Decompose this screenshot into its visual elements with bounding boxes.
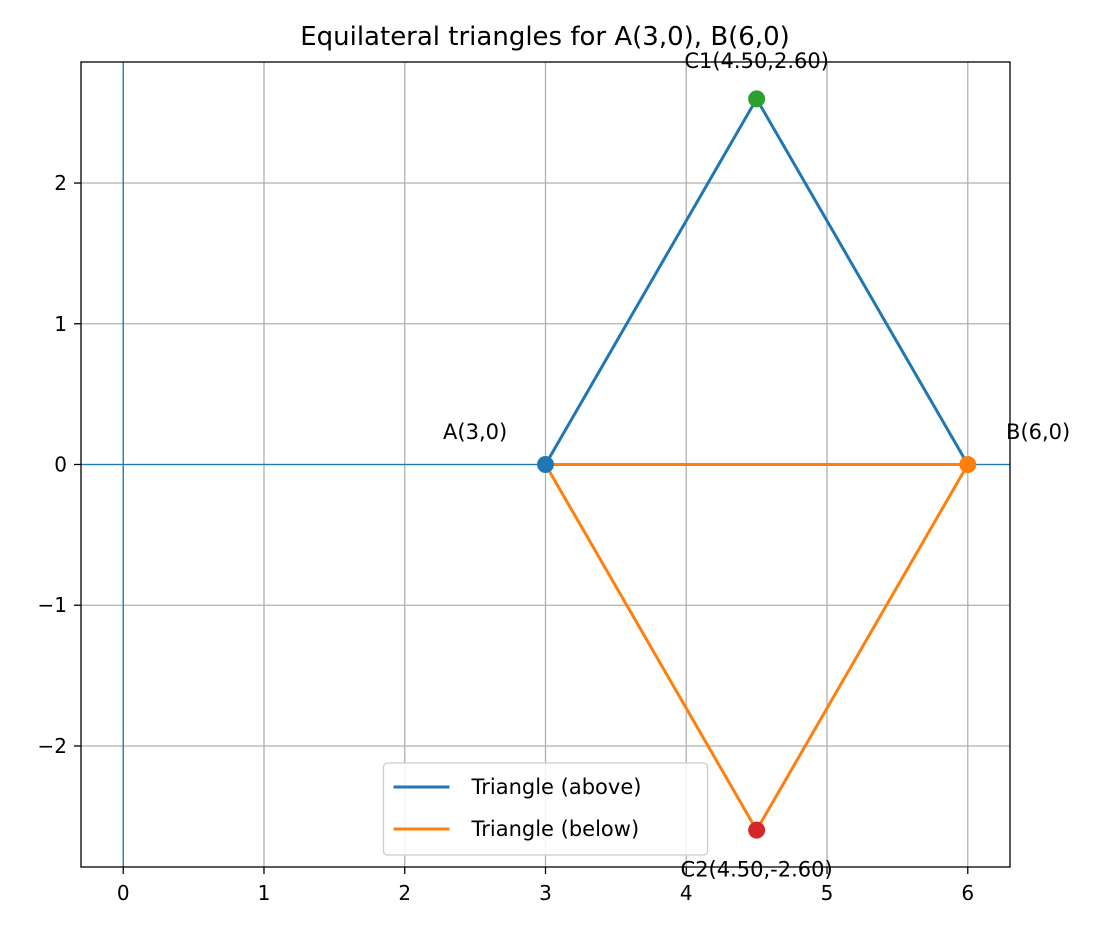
x-tick-label-3: 3	[539, 881, 552, 905]
point-marker-3	[748, 821, 766, 839]
point-label-3: C2(4.50,-2.60)	[681, 858, 833, 882]
legend-box	[382, 762, 709, 856]
series-lines	[544, 97, 970, 832]
point-label-2: C1(4.50,2.60)	[684, 49, 829, 73]
y-tick-label-2: 0	[54, 453, 67, 477]
point-marker-0	[537, 456, 554, 473]
y-tick-label-3: 1	[54, 312, 67, 336]
y-tick-label-1: −1	[38, 593, 67, 617]
x-tick-label-0: 0	[117, 881, 130, 905]
x-tick-label-2: 2	[398, 881, 411, 905]
x-tick-label-5: 5	[821, 881, 834, 905]
point-label-0: A(3,0)	[443, 420, 507, 444]
point-label-1: B(6,0)	[1006, 420, 1070, 444]
x-tick-label-6: 6	[961, 881, 974, 905]
legend-label-0: Triangle (above)	[471, 775, 642, 799]
labeled-points: A(3,0) B(6,0) C1(4.50,2.60) C2(4.50,-2.60)	[443, 49, 1070, 882]
point-marker-2	[748, 90, 766, 108]
legend: Triangle (above) Triangle (below)	[382, 762, 709, 856]
series-line-1	[544, 463, 970, 832]
y-tick-label-0: −2	[38, 734, 67, 758]
x-tick-label-4: 4	[680, 881, 693, 905]
chart-title: Equilateral triangles for A(3,0), B(6,0)	[300, 22, 790, 52]
point-marker-1	[959, 456, 977, 473]
legend-label-1: Triangle (below)	[471, 817, 640, 841]
axis-ticks: 0 1 2 3 4 5 6 −2 −1 0 1 2	[38, 171, 975, 905]
x-tick-label-1: 1	[258, 881, 271, 905]
y-tick-label-4: 2	[54, 171, 67, 195]
